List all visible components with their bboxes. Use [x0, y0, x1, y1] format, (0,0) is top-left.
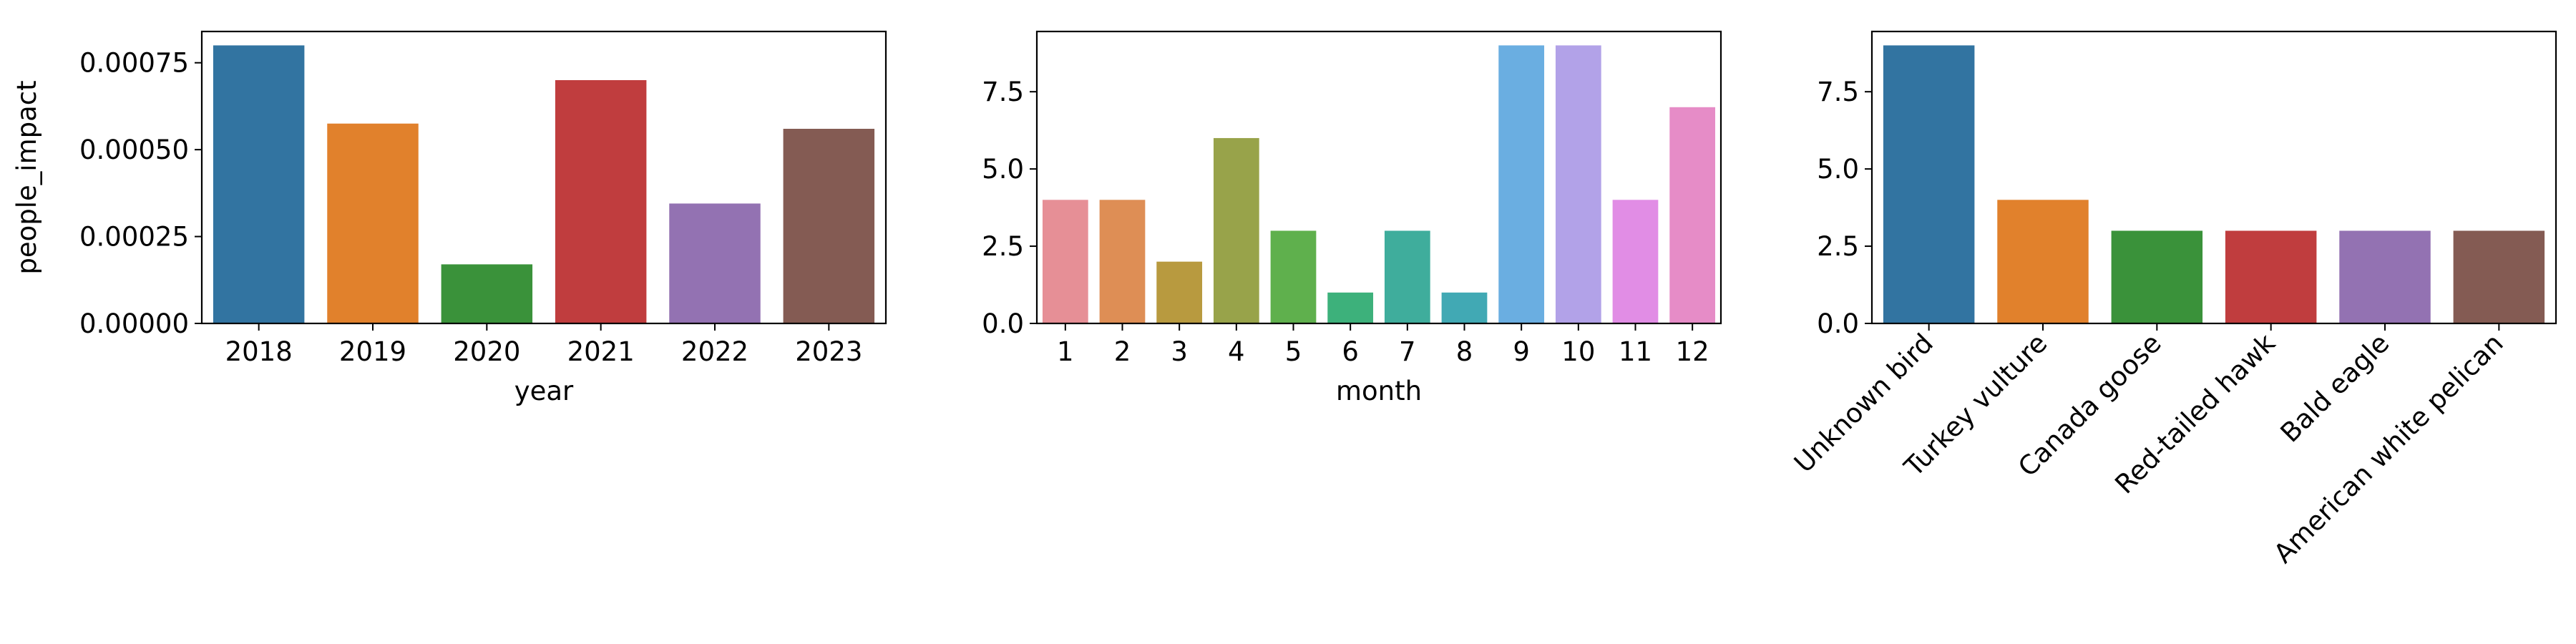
month-xtick-label: 2 — [1114, 336, 1131, 367]
year-x-axis-label: year — [514, 376, 574, 406]
month-xtick-label: 11 — [1619, 336, 1652, 367]
bar-species-red-tailed-hawk — [2225, 230, 2317, 323]
month-axes-frame — [1035, 30, 1722, 325]
bar-month-8 — [1441, 292, 1488, 323]
bar-year-2022 — [669, 203, 761, 323]
bar-month-6 — [1327, 292, 1374, 323]
year-xtick-label: 2022 — [681, 336, 748, 367]
bar-species-unknown-bird — [1883, 45, 1975, 324]
bar-month-7 — [1384, 230, 1430, 323]
month-xtick-label: 4 — [1228, 336, 1245, 367]
species-ytick-label: 2.5 — [1817, 231, 1859, 262]
year-xtick-label: 2018 — [225, 336, 293, 367]
month-xtick-label: 5 — [1285, 336, 1302, 367]
month-xtick-label: 10 — [1561, 336, 1595, 367]
bar-year-2023 — [783, 129, 875, 323]
bar-month-12 — [1669, 107, 1716, 323]
month-x-axis-label: month — [1336, 376, 1422, 406]
month-xtick-label: 7 — [1399, 336, 1416, 367]
month-ytick-label: 7.5 — [982, 77, 1024, 107]
year-xtick-label: 2021 — [567, 336, 635, 367]
bar-month-1 — [1042, 200, 1088, 323]
bar-year-2018 — [213, 45, 305, 324]
month-ytick-label: 5.0 — [982, 154, 1024, 185]
bar-month-10 — [1555, 45, 1601, 324]
bar-month-3 — [1156, 261, 1203, 323]
bar-month-2 — [1099, 200, 1146, 323]
species-ytick-label: 7.5 — [1817, 77, 1859, 107]
year-axes-frame — [200, 30, 887, 325]
bar-year-2021 — [555, 80, 647, 323]
bar-month-4 — [1213, 137, 1259, 323]
month-xtick-label: 6 — [1342, 336, 1359, 367]
species-axes-frame — [1870, 30, 2557, 325]
year-xtick-label: 2020 — [453, 336, 520, 367]
month-ytick-label: 2.5 — [982, 231, 1024, 262]
bar-species-canada-goose — [2111, 230, 2203, 323]
bar-year-2020 — [441, 264, 533, 323]
bar-species-turkey-vulture — [1997, 200, 2089, 323]
month-ytick-label: 0.0 — [982, 308, 1024, 339]
species-ytick-label: 5.0 — [1817, 154, 1859, 185]
year-xtick-label: 2023 — [795, 336, 862, 367]
species-ytick-label: 0.0 — [1817, 308, 1859, 339]
year-chart-panel: 0.00000 0.00025 0.00050 0.00075 2018 2019 2020… — [11, 30, 887, 406]
bar-month-5 — [1270, 230, 1317, 323]
month-xtick-label: 8 — [1456, 336, 1473, 367]
year-xtick-label: 2019 — [339, 336, 406, 367]
month-xtick-label: 3 — [1171, 336, 1188, 367]
bar-month-11 — [1612, 200, 1659, 323]
year-ytick-label: 0.00050 — [79, 135, 189, 165]
bar-year-2019 — [327, 123, 419, 323]
year-ytick-label: 0.00075 — [79, 48, 189, 79]
year-ytick-label: 0.00000 — [79, 308, 189, 339]
bar-species-bald-eagle — [2339, 230, 2431, 323]
bar-month-9 — [1498, 45, 1545, 324]
year-ytick-label: 0.00025 — [79, 222, 189, 253]
bar-species-american-white-pelican — [2453, 230, 2545, 323]
month-xtick-label: 9 — [1513, 336, 1530, 367]
month-xtick-label: 12 — [1676, 336, 1709, 367]
month-xtick-label: 1 — [1057, 336, 1074, 367]
year-y-axis-label: people_impact — [11, 80, 42, 274]
